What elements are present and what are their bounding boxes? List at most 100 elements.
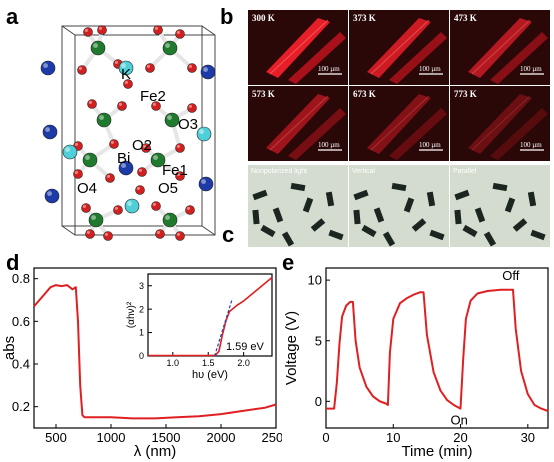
crystal-rod — [411, 218, 427, 232]
crystal-rod — [527, 191, 537, 207]
oxygen-atom-highlight — [74, 142, 78, 146]
oxygen-atom — [97, 25, 107, 35]
crystal-rod — [512, 218, 528, 232]
bismuth-atom-highlight — [47, 191, 52, 196]
crystal-rod — [302, 197, 314, 213]
oxygen-atom-highlight — [88, 100, 92, 105]
photovoltage-x-tick-label: 20 — [453, 430, 467, 445]
scale-bar-label: 100 µm — [520, 141, 542, 149]
temperature-label: 373 K — [353, 13, 376, 23]
oxygen-atom — [87, 99, 97, 109]
atom-label-bi: Bi — [117, 150, 131, 167]
crystal-rod — [389, 108, 447, 160]
potassium-atom-highlight — [127, 201, 132, 206]
oxygen-atom-highlight — [154, 26, 158, 30]
oxygen-atom — [141, 143, 151, 153]
bismuth-atom — [200, 64, 216, 80]
crystal-image — [248, 10, 348, 85]
oxygen-atom-highlight — [146, 64, 150, 68]
oxygen-atom-highlight — [118, 102, 123, 107]
oxygen-atom-highlight — [124, 80, 128, 84]
polarized-micrograph-tile: Nonpolarized light — [248, 165, 348, 247]
crystal-rod — [530, 229, 546, 241]
inset-x-tick-label: 1.0 — [167, 358, 180, 368]
absorption-x-tick-label: 1000 — [97, 430, 126, 445]
off-annotation: Off — [502, 268, 519, 283]
crystal-rod — [468, 18, 532, 78]
oxygen-atom — [187, 63, 197, 73]
crystal-rod — [272, 207, 284, 223]
oxygen-atom — [117, 101, 127, 111]
crystal-rod — [288, 108, 346, 160]
scale-bar-label: 100 µm — [419, 141, 441, 149]
crystal-rod — [403, 197, 415, 213]
crystal-rod — [373, 207, 385, 223]
crystal-rod — [353, 209, 361, 225]
crystal-rod — [454, 189, 470, 201]
iron-atom-highlight — [99, 115, 105, 121]
absorption-y-tick-label: 0.6 — [12, 314, 30, 329]
potassium-atom — [118, 60, 134, 76]
bismuth-atom-highlight — [201, 179, 206, 184]
micrograph-tile: 773 K 100 µm — [450, 86, 550, 161]
photovoltage-y-tick-label: 5 — [315, 333, 322, 348]
photovoltage-axes-frame — [325, 267, 549, 429]
temperature-label: 773 K — [454, 89, 477, 99]
atom-label-fe1: Fe1 — [162, 162, 188, 179]
oxygen-atom-highlight — [98, 26, 103, 30]
crystal-field-image — [450, 165, 550, 247]
oxygen-atom-highlight — [84, 28, 88, 32]
oxygen-atom-highlight — [106, 174, 111, 178]
crystal-rod — [426, 191, 436, 207]
atom-label-fe2: Fe2 — [140, 88, 166, 105]
oxygen-atom — [81, 203, 91, 213]
iron-atom — [82, 152, 98, 168]
iron-atom — [96, 112, 112, 128]
photovoltage-x-tick-label: 30 — [521, 430, 535, 445]
bismuth-atom — [40, 60, 56, 76]
inset-y-tick-label: 2 — [139, 304, 144, 314]
oxygen-atom — [175, 231, 185, 241]
crystal-rod — [391, 182, 407, 192]
oxygen-atom-highlight — [138, 168, 142, 172]
inset-y-tick-label: 1 — [139, 328, 144, 338]
iron-atom — [150, 152, 166, 168]
oxygen-atom — [137, 167, 147, 177]
iron-atom-highlight — [91, 215, 96, 220]
inset-linear-fit — [214, 298, 233, 357]
oxygen-atom — [145, 63, 155, 73]
iron-atom — [88, 212, 104, 228]
crystal-rod — [429, 229, 445, 241]
oxygen-atom-highlight — [142, 144, 146, 148]
oxygen-atom-highlight — [188, 64, 192, 68]
atom-label-o2: O2 — [132, 137, 153, 154]
crystal-rod — [483, 231, 497, 247]
absorption-y-axis-label: abs — [1, 336, 18, 360]
bismuth-atom-highlight — [43, 63, 48, 68]
crystal-image — [349, 10, 449, 85]
inset-x-axis-label: hυ (eV) — [192, 369, 228, 381]
crystal-rod — [454, 209, 462, 225]
crystal-edge-highlight — [269, 95, 329, 151]
absorption-y-tick-label: 0.4 — [12, 357, 30, 372]
crystal-structure — [40, 25, 216, 241]
crystal-rod — [361, 224, 377, 238]
iron-atom-highlight — [165, 43, 170, 48]
crystal-rod — [266, 94, 330, 154]
scale-bar-label: 100 µm — [318, 65, 340, 73]
bismuth-atom — [42, 124, 58, 140]
crystal-edge-highlight — [370, 19, 430, 75]
temperature-label: 473 K — [454, 13, 477, 23]
oxygen-atom-highlight — [82, 204, 86, 208]
micrograph-background — [450, 86, 550, 161]
crystal-rod — [462, 224, 478, 238]
crystal-rod — [252, 209, 260, 225]
oxygen-atom — [85, 229, 95, 239]
oxygen-atom — [175, 171, 185, 181]
potassium-atom — [62, 144, 78, 160]
polarized-micrograph-strip: Nonpolarized light Vertical Parallel — [248, 165, 550, 247]
iron-atom-highlight — [165, 215, 170, 220]
thermal-micrograph-grid: 300 K 100 µm 373 K 100 µm 473 K 100 µm 573 K 10… — [248, 10, 550, 162]
polarization-label: Parallel — [453, 168, 477, 175]
oxygen-atom-highlight — [86, 230, 90, 234]
